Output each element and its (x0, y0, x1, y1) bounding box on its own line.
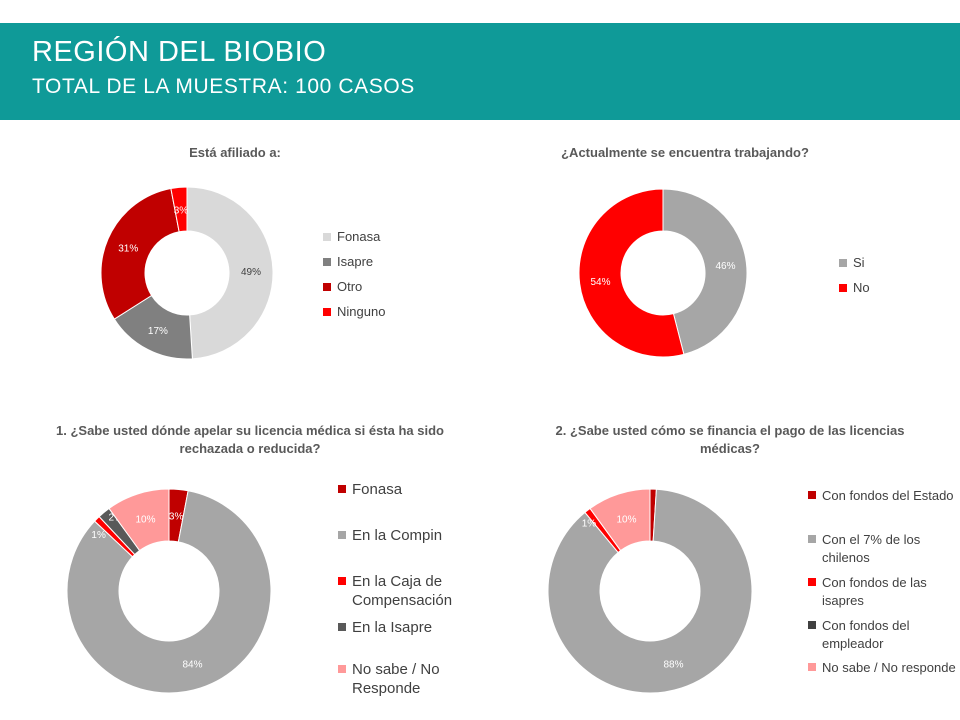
legend-swatch (338, 665, 346, 673)
donut-slice (108, 488, 170, 552)
chart-title: ¿Actualmente se encuentra trabajando? (561, 145, 809, 160)
chart-title: 1. ¿Sabe usted dónde apelar su licencia … (56, 423, 444, 456)
legend-label: No (853, 280, 870, 295)
header-banner: REGIÓN DEL BIOBIO TOTAL DE LA MUESTRA: 1… (0, 23, 960, 120)
legend-swatch (323, 233, 331, 241)
slice-data-label: 1% (91, 530, 106, 541)
slice-data-label: 88% (663, 659, 683, 670)
legend-label: Con el 7% de los chilenos (822, 532, 921, 565)
page-subtitle: TOTAL DE LA MUESTRA: 100 CASOS (32, 75, 415, 98)
legend-label: Si (853, 255, 865, 270)
donut-slice (100, 187, 180, 320)
donut-slice (547, 488, 753, 694)
legend-label: En la Isapre (352, 619, 433, 636)
legend-swatch (839, 284, 847, 292)
slice-data-label: 1% (582, 519, 597, 530)
donut-slice (578, 188, 685, 358)
legend-label: Con fondos del Estado (822, 488, 954, 503)
slice-data-label: 84% (182, 659, 202, 670)
donut-chart: 46% 54% (578, 188, 748, 358)
slice-data-label: 49% (241, 267, 261, 278)
legend-label: Otro (337, 279, 363, 294)
donut-slice (589, 488, 651, 552)
legend-swatch (323, 308, 331, 316)
slice-data-label: 3% (174, 205, 189, 216)
slice-data-label: 46% (715, 261, 735, 272)
slice-data-label: 31% (118, 244, 138, 255)
slice-data-label: 3% (169, 511, 184, 522)
donut-chart: 3%84%1%2%10% (66, 488, 272, 694)
legend-swatch (323, 258, 331, 266)
legend-swatch (808, 578, 816, 586)
legend-label: Con fondos de las isapres (822, 575, 927, 608)
legend-swatch (808, 621, 816, 629)
legend-label: En la Caja de Compensación (352, 573, 453, 609)
legend-swatch (808, 663, 816, 671)
legend-label: Con fondos del empleador (822, 618, 910, 651)
slice-data-label: 54% (590, 277, 610, 288)
legend-label: Ninguno (337, 304, 386, 319)
legend-swatch (338, 531, 346, 539)
slice-data-label: 17% (148, 326, 168, 337)
donut-chart: 1%88%1%10% (547, 488, 753, 694)
legend-swatch (338, 623, 346, 631)
donut-chart: 49% 17% 31% 3% (100, 186, 274, 360)
page-title: REGIÓN DEL BIOBIO (32, 36, 327, 68)
slice-data-label: 10% (136, 515, 156, 526)
donut-slice (662, 188, 748, 355)
legend-label: No sabe / No responde (822, 660, 956, 675)
legend-label: Fonasa (352, 481, 403, 498)
legend-label: No sabe / No Responde (352, 661, 440, 697)
legend-label: Isapre (337, 254, 374, 269)
slice-data-label: 10% (617, 515, 637, 526)
legend-swatch (839, 259, 847, 267)
legend-swatch (323, 283, 331, 291)
donut-slice (170, 186, 188, 233)
legend-swatch (338, 485, 346, 493)
legend-label: En la Compin (352, 527, 443, 544)
chart-title: 2. ¿Sabe usted cómo se financia el pago … (555, 423, 905, 456)
legend-swatch (808, 535, 816, 543)
donut-slice (66, 490, 272, 694)
chart-title: Está afiliado a: (189, 145, 281, 160)
legend-label: Fonasa (337, 229, 381, 244)
legend-swatch (338, 577, 346, 585)
legend-swatch (808, 491, 816, 499)
donut-slice (186, 186, 274, 360)
